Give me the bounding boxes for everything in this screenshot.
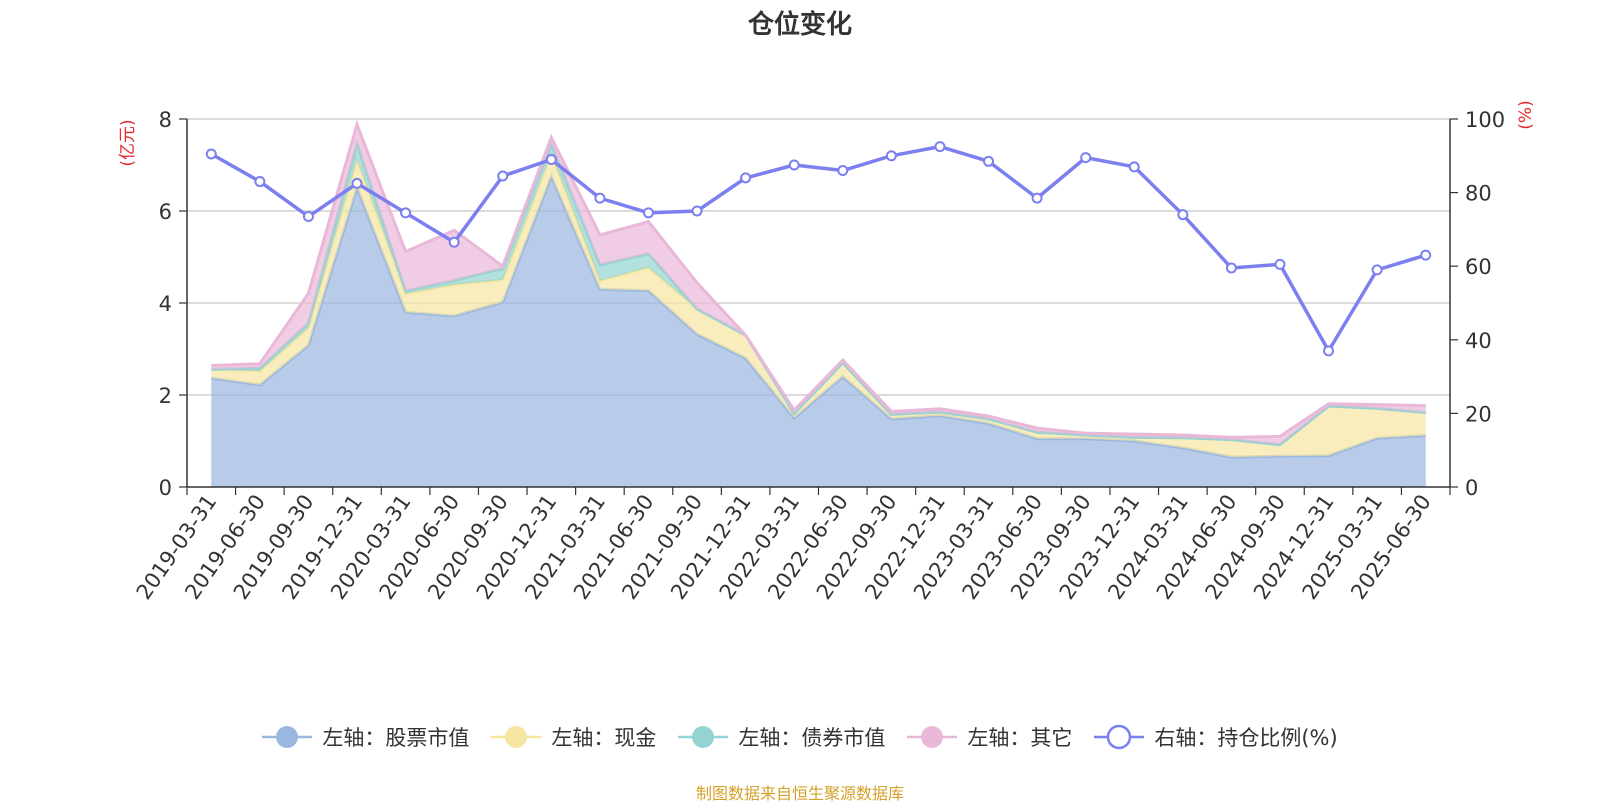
ratio-point: [934, 141, 946, 153]
ratio-point: [1371, 264, 1383, 276]
ratio-point: [1080, 152, 1092, 164]
legend-swatch-icon: [491, 726, 542, 748]
ratio-point: [788, 159, 800, 171]
right-axis-unit: (%): [1516, 100, 1536, 129]
ratio-point: [351, 177, 363, 189]
ratio-point: [642, 207, 654, 219]
ratio-point: [497, 170, 509, 182]
ratio-point: [1128, 161, 1140, 173]
stacked-areas: [211, 119, 1426, 487]
ratio-point: [594, 192, 606, 204]
left-tick-label: 0: [159, 476, 172, 500]
right-tick-label: 80: [1465, 182, 1492, 206]
right-tick-label: 20: [1465, 402, 1492, 426]
left-tick-label: 4: [159, 292, 172, 316]
right-tick-label: 100: [1465, 108, 1505, 132]
right-tick-label: 40: [1465, 329, 1492, 353]
left-tick-label: 8: [159, 108, 172, 132]
legend-item[interactable]: 左轴：股票市值: [262, 722, 469, 752]
ratio-point: [448, 236, 460, 248]
ratio-point: [1031, 192, 1043, 204]
ratio-line: [205, 141, 1432, 357]
legend-label: 左轴：现金: [551, 726, 657, 750]
chart-title: 仓位变化: [747, 10, 852, 40]
legend: 左轴：股票市值 左轴：现金 左轴：债券市值 左轴：其它 右轴：持仓比例(%): [0, 722, 1600, 752]
ratio-point: [837, 165, 849, 177]
legend-item[interactable]: 左轴：现金: [491, 722, 656, 752]
ratio-point: [1225, 262, 1237, 274]
left-tick-label: 2: [159, 384, 172, 408]
area-edge-左轴：其它: [211, 119, 1426, 439]
ratio-point: [740, 172, 752, 184]
left-axis-unit: (亿元): [118, 119, 138, 166]
ratio-point: [254, 176, 266, 188]
left-tick-label: 6: [159, 200, 172, 224]
ratio-point: [1323, 345, 1335, 357]
legend-swatch-icon: [907, 726, 958, 748]
legend-label: 左轴：其它: [967, 726, 1073, 750]
ratio-point: [302, 211, 314, 223]
ratio-point: [885, 150, 897, 162]
ratio-point: [545, 153, 557, 165]
ratio-point: [691, 205, 703, 217]
legend-swatch-icon: [1094, 724, 1145, 750]
ratio-point: [983, 155, 995, 167]
area-左轴：股票市值: [211, 176, 1426, 487]
right-tick-label: 0: [1465, 476, 1478, 500]
right-tick-label: 60: [1465, 255, 1492, 279]
source-note: 制图数据来自恒生聚源数据库: [695, 784, 904, 803]
ratio-point: [205, 148, 217, 160]
legend-item[interactable]: 左轴：其它: [907, 722, 1072, 752]
legend-swatch-icon: [262, 726, 313, 748]
ratio-point: [1177, 209, 1189, 221]
legend-label: 左轴：股票市值: [322, 726, 470, 750]
ratio-point: [400, 207, 412, 219]
ratio-point: [1274, 258, 1286, 270]
legend-item[interactable]: 左轴：债券市值: [678, 722, 885, 752]
ratio-point: [1420, 249, 1432, 261]
legend-swatch-icon: [678, 726, 729, 748]
ratio-line-path: [210, 144, 1427, 353]
legend-label: 右轴：持仓比例(%): [1154, 726, 1338, 750]
legend-label: 左轴：债券市值: [738, 726, 886, 750]
legend-item[interactable]: 右轴：持仓比例(%): [1094, 722, 1338, 752]
